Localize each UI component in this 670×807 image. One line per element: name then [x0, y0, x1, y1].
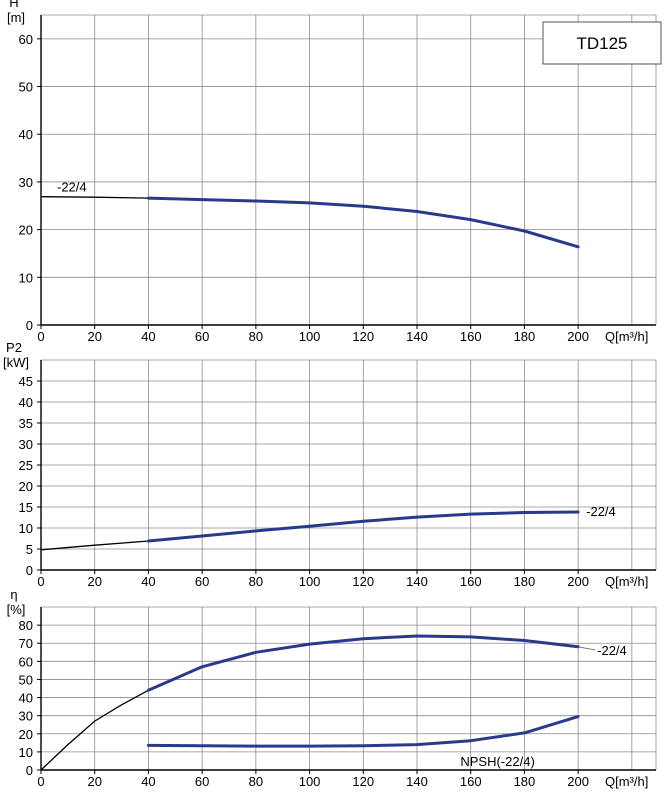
panel-2: 0 20 40 60 80 100 120 140 160 180 200 0 5 10 15 20 25 30 3…: [3, 340, 657, 589]
x-tick-label: 40: [141, 574, 155, 589]
x-tick-label: 100: [299, 329, 321, 344]
curve-main: [146, 634, 580, 692]
y-tick-label: 0: [26, 563, 33, 578]
x-tick-label: 180: [514, 574, 536, 589]
y-tick-label: 35: [19, 416, 33, 431]
panel-3: 0 20 40 60 80 100 120 140 160 180 200 0 10 20 30 40 50 60…: [7, 587, 657, 789]
x-tick-label: 80: [249, 574, 263, 589]
x-tick-label: 200: [567, 774, 589, 789]
y-axis-unit: [kW]: [3, 355, 29, 370]
model-name: TD125: [576, 34, 627, 53]
npsh-curve-label: NPSH(-22/4): [460, 754, 534, 769]
curve-extrapolated: [40, 689, 149, 771]
x-tick-label: 100: [299, 574, 321, 589]
panel-1: 0 20 40 60 80 100 120 140 160 180 200 0 10 20 30 40 50 60…: [7, 0, 657, 344]
y-axis-unit: [%]: [7, 602, 26, 617]
x-tick-label: 160: [460, 329, 482, 344]
curve-main: [146, 196, 580, 249]
x-axis-label: Q[m³/h]: [605, 774, 648, 789]
y-tick-label: 30: [19, 709, 33, 724]
x-tick-label: 80: [249, 774, 263, 789]
x-tick-label: 20: [87, 329, 101, 344]
y-tick-label: 20: [19, 479, 33, 494]
x-tick-label: 160: [460, 574, 482, 589]
x-tick-label: 140: [406, 774, 428, 789]
y-tick-label: 20: [19, 223, 33, 238]
x-tick-label: 0: [37, 329, 44, 344]
y-tick-label: 0: [26, 763, 33, 778]
y-tick-label: 20: [19, 727, 33, 742]
x-tick-label: 60: [195, 774, 209, 789]
y-axis-label: η: [10, 587, 17, 602]
y-tick-label: 15: [19, 500, 33, 515]
x-tick-label: 20: [87, 774, 101, 789]
curve-extrapolated: [40, 196, 149, 199]
y-tick-label: 45: [19, 374, 33, 389]
y-tick-label: 50: [19, 80, 33, 95]
curve-label-leader: [578, 646, 596, 651]
y-tick-label: 10: [19, 745, 33, 760]
y-tick-label: 40: [19, 127, 33, 142]
x-axis-label: Q[m³/h]: [605, 574, 648, 589]
x-tick-label: 40: [141, 329, 155, 344]
y-tick-label: 80: [19, 618, 33, 633]
x-tick-label: 140: [406, 329, 428, 344]
x-tick-label: 20: [87, 574, 101, 589]
x-tick-label: 180: [514, 329, 536, 344]
x-tick-label: 60: [195, 574, 209, 589]
y-tick-label: 70: [19, 636, 33, 651]
y-axis-unit: [m]: [7, 10, 25, 25]
x-axis-label: Q[m³/h]: [605, 329, 648, 344]
x-tick-label: 200: [567, 574, 589, 589]
x-tick-label: 80: [249, 329, 263, 344]
x-tick-label: 120: [352, 329, 374, 344]
y-tick-label: 30: [19, 437, 33, 452]
x-tick-label: 100: [299, 774, 321, 789]
y-tick-label: 60: [19, 32, 33, 47]
x-tick-label: 120: [352, 574, 374, 589]
x-tick-label: 0: [37, 574, 44, 589]
x-tick-label: 140: [406, 574, 428, 589]
model-box: [542, 21, 662, 65]
y-tick-label: 40: [19, 691, 33, 706]
x-tick-label: 120: [352, 774, 374, 789]
curve-label: -22/4: [57, 180, 87, 195]
y-tick-label: 0: [26, 318, 33, 333]
curve-npsh: [146, 715, 580, 748]
x-tick-label: 60: [195, 329, 209, 344]
y-tick-label: 25: [19, 458, 33, 473]
x-tick-label: 40: [141, 774, 155, 789]
y-tick-label: 10: [19, 270, 33, 285]
y-tick-label: 60: [19, 654, 33, 669]
y-tick-label: 5: [26, 542, 33, 557]
x-tick-label: 0: [37, 774, 44, 789]
y-tick-label: 10: [19, 521, 33, 536]
x-tick-label: 180: [514, 774, 536, 789]
y-axis-label: H: [9, 0, 18, 10]
x-tick-label: 200: [567, 329, 589, 344]
y-axis-label: P2: [6, 340, 22, 355]
curve-label: -22/4: [586, 504, 616, 519]
curve-main: [146, 510, 580, 543]
y-tick-label: 30: [19, 175, 33, 190]
curve-extrapolated: [40, 540, 149, 551]
y-tick-label: 50: [19, 672, 33, 687]
curve-label: -22/4: [597, 643, 627, 658]
y-tick-label: 40: [19, 395, 33, 410]
x-tick-label: 160: [460, 774, 482, 789]
